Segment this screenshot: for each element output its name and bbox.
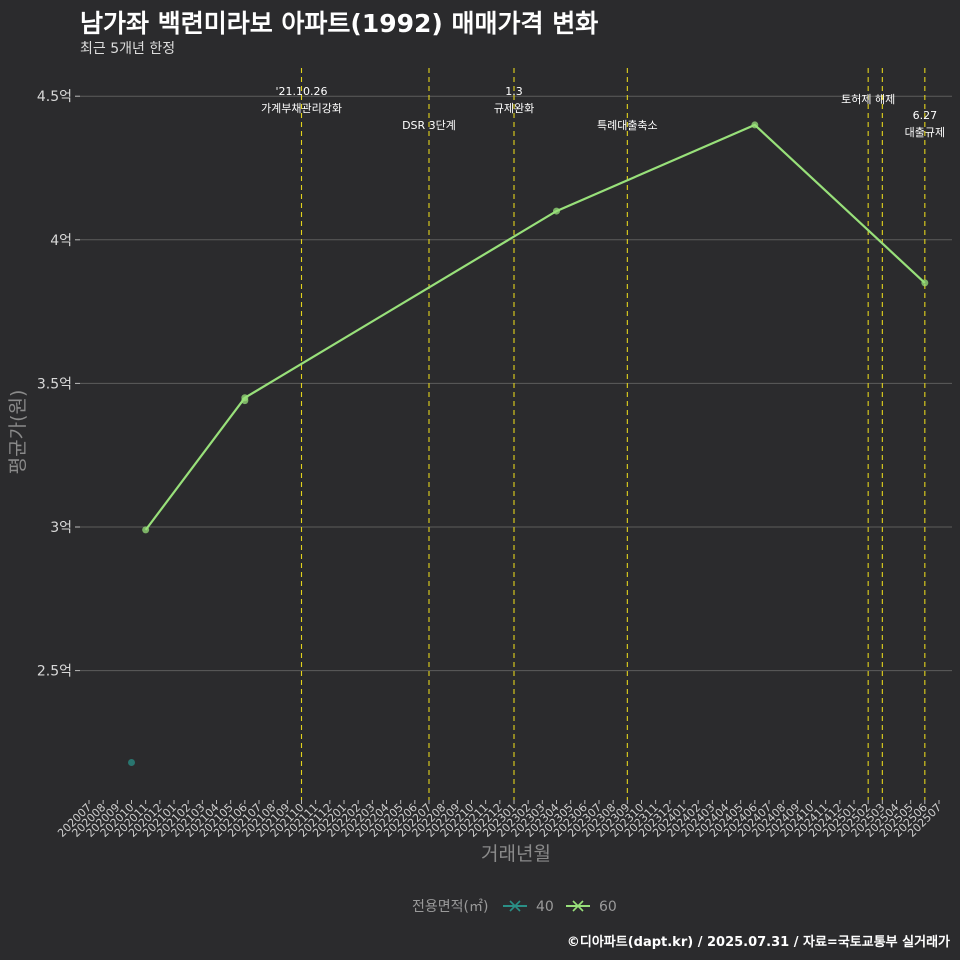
event-label: 특례대출축소 — [597, 119, 658, 132]
data-point-40 — [128, 759, 135, 767]
legend-key-cross — [572, 900, 584, 912]
data-point-60 — [241, 397, 249, 405]
y-tick-label: 3.5억 — [37, 376, 72, 392]
event-label: DSR 3단계 — [402, 119, 456, 132]
event-label: 대출규제 — [905, 126, 945, 139]
legend-label-40: 40 — [536, 899, 554, 915]
y-tick-label: 4억 — [50, 233, 72, 249]
chart-title: 남가좌 백련미라보 아파트(1992) 매매가격 변화 — [80, 9, 599, 38]
event-label: '21.10.26 — [275, 85, 327, 98]
data-point-60 — [553, 207, 560, 215]
y-axis-title: 평균가(원) — [7, 390, 29, 475]
y-tick-label: 2.5억 — [37, 664, 72, 680]
event-label: 1.3 — [505, 85, 523, 98]
data-series — [128, 121, 929, 767]
event-label: 규제완화 — [494, 102, 534, 115]
chart-subtitle: 최근 5개년 한정 — [80, 41, 176, 57]
data-point-60 — [751, 121, 759, 129]
y-axis-ticks: 2.5억 3억 3.5억 4억 4.5억 — [37, 89, 80, 680]
legend-label-60: 60 — [599, 899, 617, 915]
event-label: 가계부채관리강화 — [261, 102, 342, 115]
y-tick-label: 3억 — [50, 520, 72, 536]
footer-credit: ©디아파트(dapt.kr) / 2025.07.31 / 자료=국토교통부 실… — [566, 935, 950, 950]
legend-title: 전용면적(㎡) — [412, 899, 488, 915]
x-axis-title: 거래년월 — [481, 843, 551, 865]
grid-lines — [80, 95, 952, 672]
event-label: 토허제 해제 — [841, 92, 895, 106]
y-tick-label: 4.5억 — [37, 89, 72, 105]
data-point-60 — [921, 279, 929, 287]
legend: 전용면적(㎡) 40 60 — [412, 899, 617, 915]
legend-key-cross — [509, 900, 521, 912]
series-line-60 — [144, 123, 926, 531]
x-axis-ticks: 2020072020082020092020102020112020122021… — [55, 800, 944, 840]
data-point-60 — [142, 526, 150, 534]
event-label: 6.27 — [913, 109, 938, 122]
